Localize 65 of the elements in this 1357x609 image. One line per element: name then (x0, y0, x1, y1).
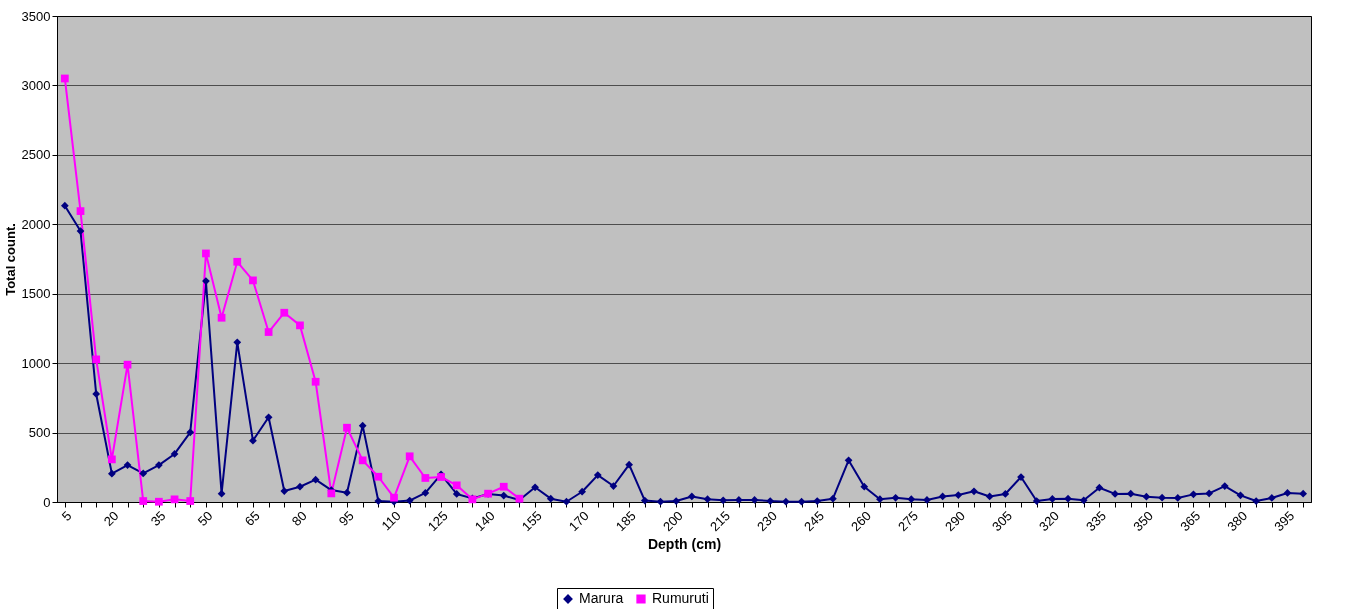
x-tick-label: 80 (288, 508, 310, 529)
x-tick-label: 245 (800, 508, 827, 535)
legend-label: Rumuruti (652, 590, 709, 606)
point (60, 74, 69, 83)
legend-label: Marura (579, 590, 624, 606)
point (139, 497, 148, 505)
point (421, 474, 430, 482)
point (296, 321, 304, 330)
x-tick-label: 275 (895, 508, 921, 535)
point (107, 455, 116, 464)
point (311, 377, 320, 386)
point (217, 313, 226, 322)
y-tick-label: 1000 (21, 355, 51, 371)
point (343, 423, 351, 432)
y-tick-label: 0 (43, 494, 51, 510)
point (202, 249, 210, 258)
x-tick-label: 230 (753, 508, 780, 535)
y-tick-label: 3500 (21, 8, 51, 24)
x-tick-label: 335 (1083, 508, 1110, 535)
x-tick-label: 320 (1036, 508, 1063, 535)
point (405, 452, 414, 461)
y-tick-label: 500 (28, 425, 51, 441)
y-tick-label: 3000 (21, 77, 51, 93)
x-tick-label: 35 (147, 508, 169, 529)
x-tick-label: 5 (58, 508, 75, 524)
x-tick-label: 395 (1271, 508, 1298, 535)
x-tick-label: 50 (194, 508, 216, 529)
x-tick-label: 260 (848, 508, 874, 535)
point (249, 276, 257, 285)
x-tick-label: 200 (659, 508, 686, 535)
point (390, 493, 398, 502)
x-tick-label: 365 (1177, 508, 1204, 535)
x-tick-label: 215 (706, 508, 733, 535)
y-tick-label: 1500 (21, 286, 51, 302)
y-tick-label: 2000 (21, 216, 51, 232)
point (155, 497, 163, 506)
x-tick-label: 290 (942, 508, 968, 535)
x-tick-label: 95 (335, 508, 357, 529)
point (92, 355, 101, 364)
point (374, 472, 383, 481)
x-tick-label: 350 (1130, 508, 1157, 535)
x-tick-label: 110 (378, 508, 404, 534)
y-tick-label: 2500 (21, 147, 51, 163)
point (358, 456, 367, 465)
point (233, 257, 242, 266)
x-tick-label: 140 (471, 508, 498, 535)
point (499, 482, 508, 491)
x-tick-label: 20 (100, 508, 122, 529)
point (264, 328, 273, 336)
x-tick-label: 65 (241, 508, 263, 529)
point (186, 497, 195, 505)
x-tick-label: 170 (565, 508, 592, 535)
x-tick-label: 185 (612, 508, 639, 535)
point (123, 360, 132, 369)
x-tick-label: 125 (424, 508, 451, 535)
point (452, 481, 461, 490)
x-tick-label: 305 (989, 508, 1016, 535)
point (76, 207, 85, 215)
x-tick-label: 155 (518, 508, 545, 535)
x-axis-title: Depth (cm) (647, 536, 722, 553)
point (170, 495, 179, 504)
x-tick-label: 380 (1224, 508, 1251, 535)
point (327, 489, 336, 498)
point (280, 308, 289, 317)
y-axis-title: Total count. (2, 223, 18, 296)
